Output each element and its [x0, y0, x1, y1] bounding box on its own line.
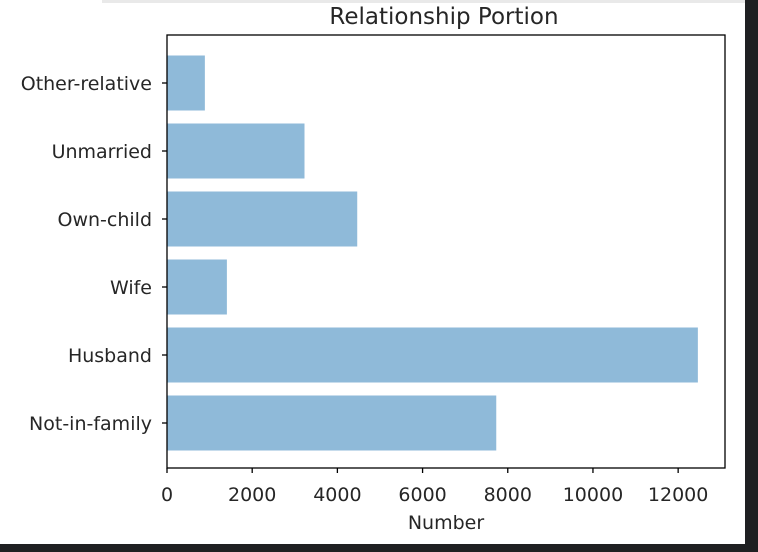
bar-chart: Relationship Portion Not-in-family Husban…: [21, 4, 726, 534]
plot-area-frame: [166, 34, 726, 469]
bar-husband: [167, 327, 698, 383]
x-tick-label-0: 0: [161, 484, 173, 506]
x-tick-label-12000: 12000: [648, 484, 708, 506]
y-tick-label-not-in-family: Not-in-family: [29, 413, 152, 435]
bar-wife: [167, 259, 227, 315]
x-tick-label-10000: 10000: [563, 484, 623, 506]
y-tick-label-unmarried: Unmarried: [52, 141, 152, 163]
x-axis-label: Number: [408, 512, 485, 534]
bar-own-child: [167, 191, 358, 247]
x-tick-label-8000: 8000: [484, 484, 532, 506]
y-tick-label-own-child: Own-child: [58, 209, 153, 231]
y-tick-label-other-relative: Other-relative: [21, 73, 152, 95]
x-tick-label-6000: 6000: [398, 484, 446, 506]
chart-title: Relationship Portion: [329, 4, 558, 30]
bars-group: [167, 55, 698, 451]
bar-not-in-family: [167, 395, 497, 451]
x-axis: 0 2000 4000 6000 8000 10000 12000: [161, 468, 708, 506]
y-tick-label-husband: Husband: [68, 345, 152, 367]
bar-other-relative: [167, 55, 205, 111]
chart-figure: Relationship Portion Not-in-family Husban…: [0, 0, 745, 544]
y-tick-label-wife: Wife: [110, 277, 152, 299]
background-strip: [102, 0, 745, 3]
bar-unmarried: [167, 123, 305, 179]
x-tick-label-2000: 2000: [228, 484, 276, 506]
x-tick-label-4000: 4000: [313, 484, 361, 506]
y-axis: Not-in-family Husband Wife Own-child Unmarri…: [21, 73, 167, 435]
